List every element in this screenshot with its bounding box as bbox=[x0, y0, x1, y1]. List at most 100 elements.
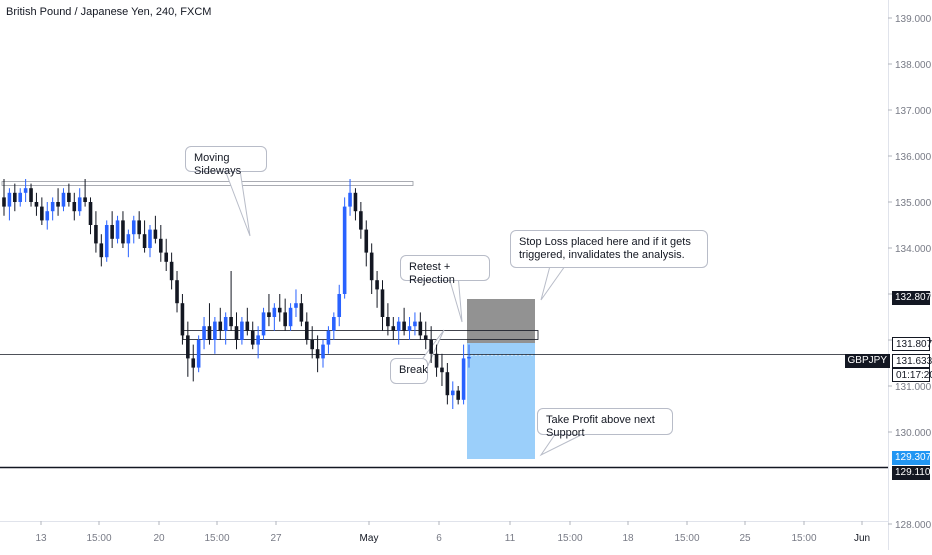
candle-body[interactable] bbox=[88, 202, 93, 225]
candle-body[interactable] bbox=[137, 220, 141, 235]
candle-body[interactable] bbox=[240, 321, 244, 340]
candle-body[interactable] bbox=[304, 321, 309, 340]
candle-body[interactable] bbox=[267, 312, 271, 317]
resistance-box[interactable] bbox=[1, 181, 414, 186]
candle-body[interactable] bbox=[83, 197, 87, 202]
candle-body[interactable] bbox=[207, 326, 212, 340]
candle-body[interactable] bbox=[294, 303, 298, 308]
candle-body[interactable] bbox=[396, 321, 401, 331]
callout-moving-sideways[interactable]: Moving Sideways bbox=[185, 146, 267, 177]
candle-body[interactable] bbox=[418, 321, 423, 336]
candle-body[interactable] bbox=[148, 229, 152, 248]
callout-break[interactable]: Break bbox=[390, 358, 428, 384]
candle-body[interactable] bbox=[440, 367, 444, 373]
candle-body[interactable] bbox=[321, 344, 325, 359]
candle-body[interactable] bbox=[29, 188, 33, 202]
candle-body[interactable] bbox=[40, 206, 44, 221]
candle-body[interactable] bbox=[104, 225, 109, 258]
candle-body[interactable] bbox=[391, 326, 396, 331]
candle-body[interactable] bbox=[467, 357, 471, 359]
candle-body[interactable] bbox=[67, 192, 71, 202]
callout-stop-loss[interactable]: Stop Loss placed here and if it gets tri… bbox=[510, 230, 708, 268]
candle-body[interactable] bbox=[13, 192, 17, 202]
candle-body[interactable] bbox=[169, 261, 174, 281]
candle-body[interactable] bbox=[423, 335, 428, 340]
time-tick-label: 20 bbox=[153, 533, 165, 544]
candle-body[interactable] bbox=[375, 280, 379, 290]
callout-take-profit[interactable]: Take Profit above next Support bbox=[537, 408, 673, 439]
candle-body[interactable] bbox=[99, 243, 104, 258]
candle-body[interactable] bbox=[337, 294, 342, 317]
candle-body[interactable] bbox=[61, 192, 66, 207]
candle-body[interactable] bbox=[121, 220, 125, 244]
candle-body[interactable] bbox=[234, 326, 239, 340]
candle-body[interactable] bbox=[450, 390, 455, 396]
candle-body[interactable] bbox=[56, 202, 60, 207]
candle-body[interactable] bbox=[34, 202, 39, 207]
take-profit-zone[interactable] bbox=[467, 343, 535, 459]
candle-body[interactable] bbox=[364, 229, 369, 253]
candle-body[interactable] bbox=[115, 220, 120, 239]
candle-body[interactable] bbox=[332, 317, 336, 331]
candle-body[interactable] bbox=[45, 211, 50, 221]
candle-body[interactable] bbox=[261, 312, 266, 336]
candle-body[interactable] bbox=[153, 229, 158, 239]
candle-body[interactable] bbox=[142, 234, 147, 248]
candle-body[interactable] bbox=[250, 330, 255, 345]
candle-body[interactable] bbox=[196, 340, 201, 368]
candle-body[interactable] bbox=[202, 326, 206, 340]
candle-body[interactable] bbox=[126, 234, 131, 244]
candle-body[interactable] bbox=[245, 321, 250, 331]
candle-body[interactable] bbox=[180, 303, 185, 336]
candle-body[interactable] bbox=[272, 307, 277, 317]
candle-body[interactable] bbox=[223, 317, 228, 331]
price-tick-label: 131.000 bbox=[895, 382, 932, 393]
candle-body[interactable] bbox=[213, 321, 217, 340]
stop-loss-zone[interactable] bbox=[467, 299, 535, 343]
candle-body[interactable] bbox=[434, 353, 439, 368]
candle-body[interactable] bbox=[380, 289, 385, 317]
candle-body[interactable] bbox=[7, 192, 12, 207]
candle-body[interactable] bbox=[402, 321, 406, 331]
candle-body[interactable] bbox=[159, 238, 163, 253]
candle-body[interactable] bbox=[407, 326, 412, 331]
candle-body[interactable] bbox=[299, 303, 304, 322]
candle-body[interactable] bbox=[23, 188, 28, 193]
candle-body[interactable] bbox=[359, 211, 363, 230]
candle-body[interactable] bbox=[218, 321, 223, 331]
candle-body[interactable] bbox=[131, 220, 136, 235]
candle-body[interactable] bbox=[315, 349, 320, 359]
candle-body[interactable] bbox=[94, 225, 98, 244]
candle-body[interactable] bbox=[277, 307, 282, 313]
candle-body[interactable] bbox=[353, 192, 358, 212]
candle-body[interactable] bbox=[342, 206, 347, 294]
candle-body[interactable] bbox=[191, 358, 196, 368]
candle-body[interactable] bbox=[369, 252, 374, 281]
candle-body[interactable] bbox=[288, 307, 293, 327]
candle-body[interactable] bbox=[461, 358, 466, 400]
candle-body[interactable] bbox=[445, 372, 450, 396]
candle-body[interactable] bbox=[2, 197, 6, 207]
candle-body[interactable] bbox=[50, 202, 55, 212]
candle-body[interactable] bbox=[429, 340, 433, 354]
candle-body[interactable] bbox=[77, 197, 82, 212]
candle-body[interactable] bbox=[348, 192, 352, 207]
candle-body[interactable] bbox=[456, 390, 460, 400]
candle-body[interactable] bbox=[256, 335, 260, 345]
candle-body[interactable] bbox=[72, 202, 77, 212]
candle-body[interactable] bbox=[18, 192, 23, 202]
candle-body[interactable] bbox=[110, 225, 114, 239]
candle-body[interactable] bbox=[283, 312, 287, 327]
candle-body[interactable] bbox=[413, 321, 417, 327]
candle-body[interactable] bbox=[175, 280, 179, 304]
candle-body[interactable] bbox=[229, 317, 233, 327]
callout-retest-rejection[interactable]: Retest + Rejection bbox=[400, 255, 490, 286]
candle-body[interactable] bbox=[386, 317, 390, 327]
candle-body[interactable] bbox=[186, 335, 190, 359]
candle-body[interactable] bbox=[310, 340, 314, 350]
candle-body[interactable] bbox=[326, 330, 331, 345]
symbol-title: British Pound / Japanese Yen, 240, FXCM bbox=[6, 6, 212, 18]
candle-body[interactable] bbox=[164, 252, 169, 262]
